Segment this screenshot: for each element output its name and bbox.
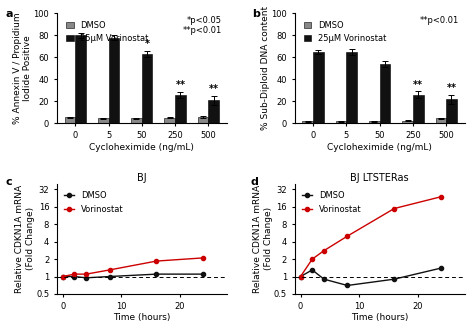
Text: a: a — [6, 9, 13, 19]
Vorinostat — [392, 206, 397, 210]
Title: BJ: BJ — [137, 173, 146, 183]
DMSO — [298, 275, 303, 279]
Vorinostat — [310, 257, 315, 261]
Bar — [109, 37, 119, 123]
Bar — [75, 35, 86, 123]
DMSO — [154, 272, 159, 276]
DMSO — [72, 275, 77, 279]
Vorinostat — [60, 275, 65, 279]
DMSO — [438, 266, 444, 270]
DMSO — [310, 268, 315, 272]
DMSO — [201, 272, 206, 276]
Bar — [164, 118, 175, 123]
Line: DMSO: DMSO — [299, 266, 443, 288]
DMSO — [83, 276, 89, 280]
Text: c: c — [6, 177, 12, 187]
Bar — [209, 100, 219, 123]
Text: **: ** — [413, 80, 423, 90]
Vorinostat — [298, 275, 303, 279]
Y-axis label: Relative CDKN1A mRNA
(Fold Change): Relative CDKN1A mRNA (Fold Change) — [253, 185, 273, 293]
Bar — [98, 119, 109, 123]
Bar — [369, 121, 380, 123]
Bar — [313, 52, 324, 123]
Bar — [380, 64, 390, 123]
Legend: DMSO, 25μM Vorinostat: DMSO, 25μM Vorinostat — [301, 17, 390, 46]
X-axis label: Cycloheximide (ng/mL): Cycloheximide (ng/mL) — [90, 143, 194, 152]
Text: **: ** — [175, 80, 185, 91]
Vorinostat — [154, 259, 159, 263]
Bar — [402, 121, 413, 123]
Line: Vorinostat: Vorinostat — [61, 256, 205, 279]
DMSO — [345, 284, 350, 288]
Vorinostat — [321, 248, 327, 253]
Bar — [142, 54, 153, 123]
X-axis label: Cycloheximide (ng/mL): Cycloheximide (ng/mL) — [327, 143, 432, 152]
Bar — [413, 95, 424, 123]
Line: DMSO: DMSO — [61, 272, 205, 280]
Vorinostat — [438, 195, 444, 199]
Title: BJ LTSTERas: BJ LTSTERas — [350, 173, 409, 183]
Vorinostat — [345, 234, 350, 238]
DMSO — [392, 277, 397, 281]
Bar — [198, 117, 209, 123]
Bar — [436, 119, 446, 123]
Bar — [336, 121, 346, 123]
Text: **p<0.01: **p<0.01 — [420, 16, 459, 25]
Y-axis label: Relative CDKN1A mRNA
(Fold Change): Relative CDKN1A mRNA (Fold Change) — [15, 185, 35, 293]
Bar — [446, 99, 457, 123]
Vorinostat — [107, 268, 112, 272]
Vorinostat — [83, 272, 89, 276]
Vorinostat — [201, 256, 206, 260]
Text: b: b — [252, 9, 260, 19]
Text: *p<0.05
**p<0.01: *p<0.05 **p<0.01 — [182, 16, 222, 35]
Legend: DMSO, 25μM Vorinostat: DMSO, 25μM Vorinostat — [63, 17, 152, 46]
Vorinostat — [72, 272, 77, 276]
Y-axis label: % Annexin V / Propidium
Iodide Positive: % Annexin V / Propidium Iodide Positive — [13, 13, 32, 124]
Bar — [346, 52, 357, 123]
Text: **: ** — [447, 83, 456, 93]
Line: Vorinostat: Vorinostat — [299, 195, 443, 279]
Bar — [175, 95, 186, 123]
Text: **: ** — [209, 84, 219, 94]
DMSO — [107, 275, 112, 279]
DMSO — [321, 277, 327, 281]
X-axis label: Time (hours): Time (hours) — [351, 313, 408, 322]
Legend: DMSO, Vorinostat: DMSO, Vorinostat — [299, 188, 365, 217]
X-axis label: Time (hours): Time (hours) — [113, 313, 171, 322]
Text: *: * — [145, 39, 150, 49]
DMSO — [60, 275, 65, 279]
Bar — [64, 117, 75, 123]
Bar — [131, 119, 142, 123]
Bar — [302, 121, 313, 123]
Legend: DMSO, Vorinostat: DMSO, Vorinostat — [61, 188, 127, 217]
Y-axis label: % Sub-Diploid DNA content: % Sub-Diploid DNA content — [261, 6, 270, 131]
Text: d: d — [250, 177, 258, 187]
